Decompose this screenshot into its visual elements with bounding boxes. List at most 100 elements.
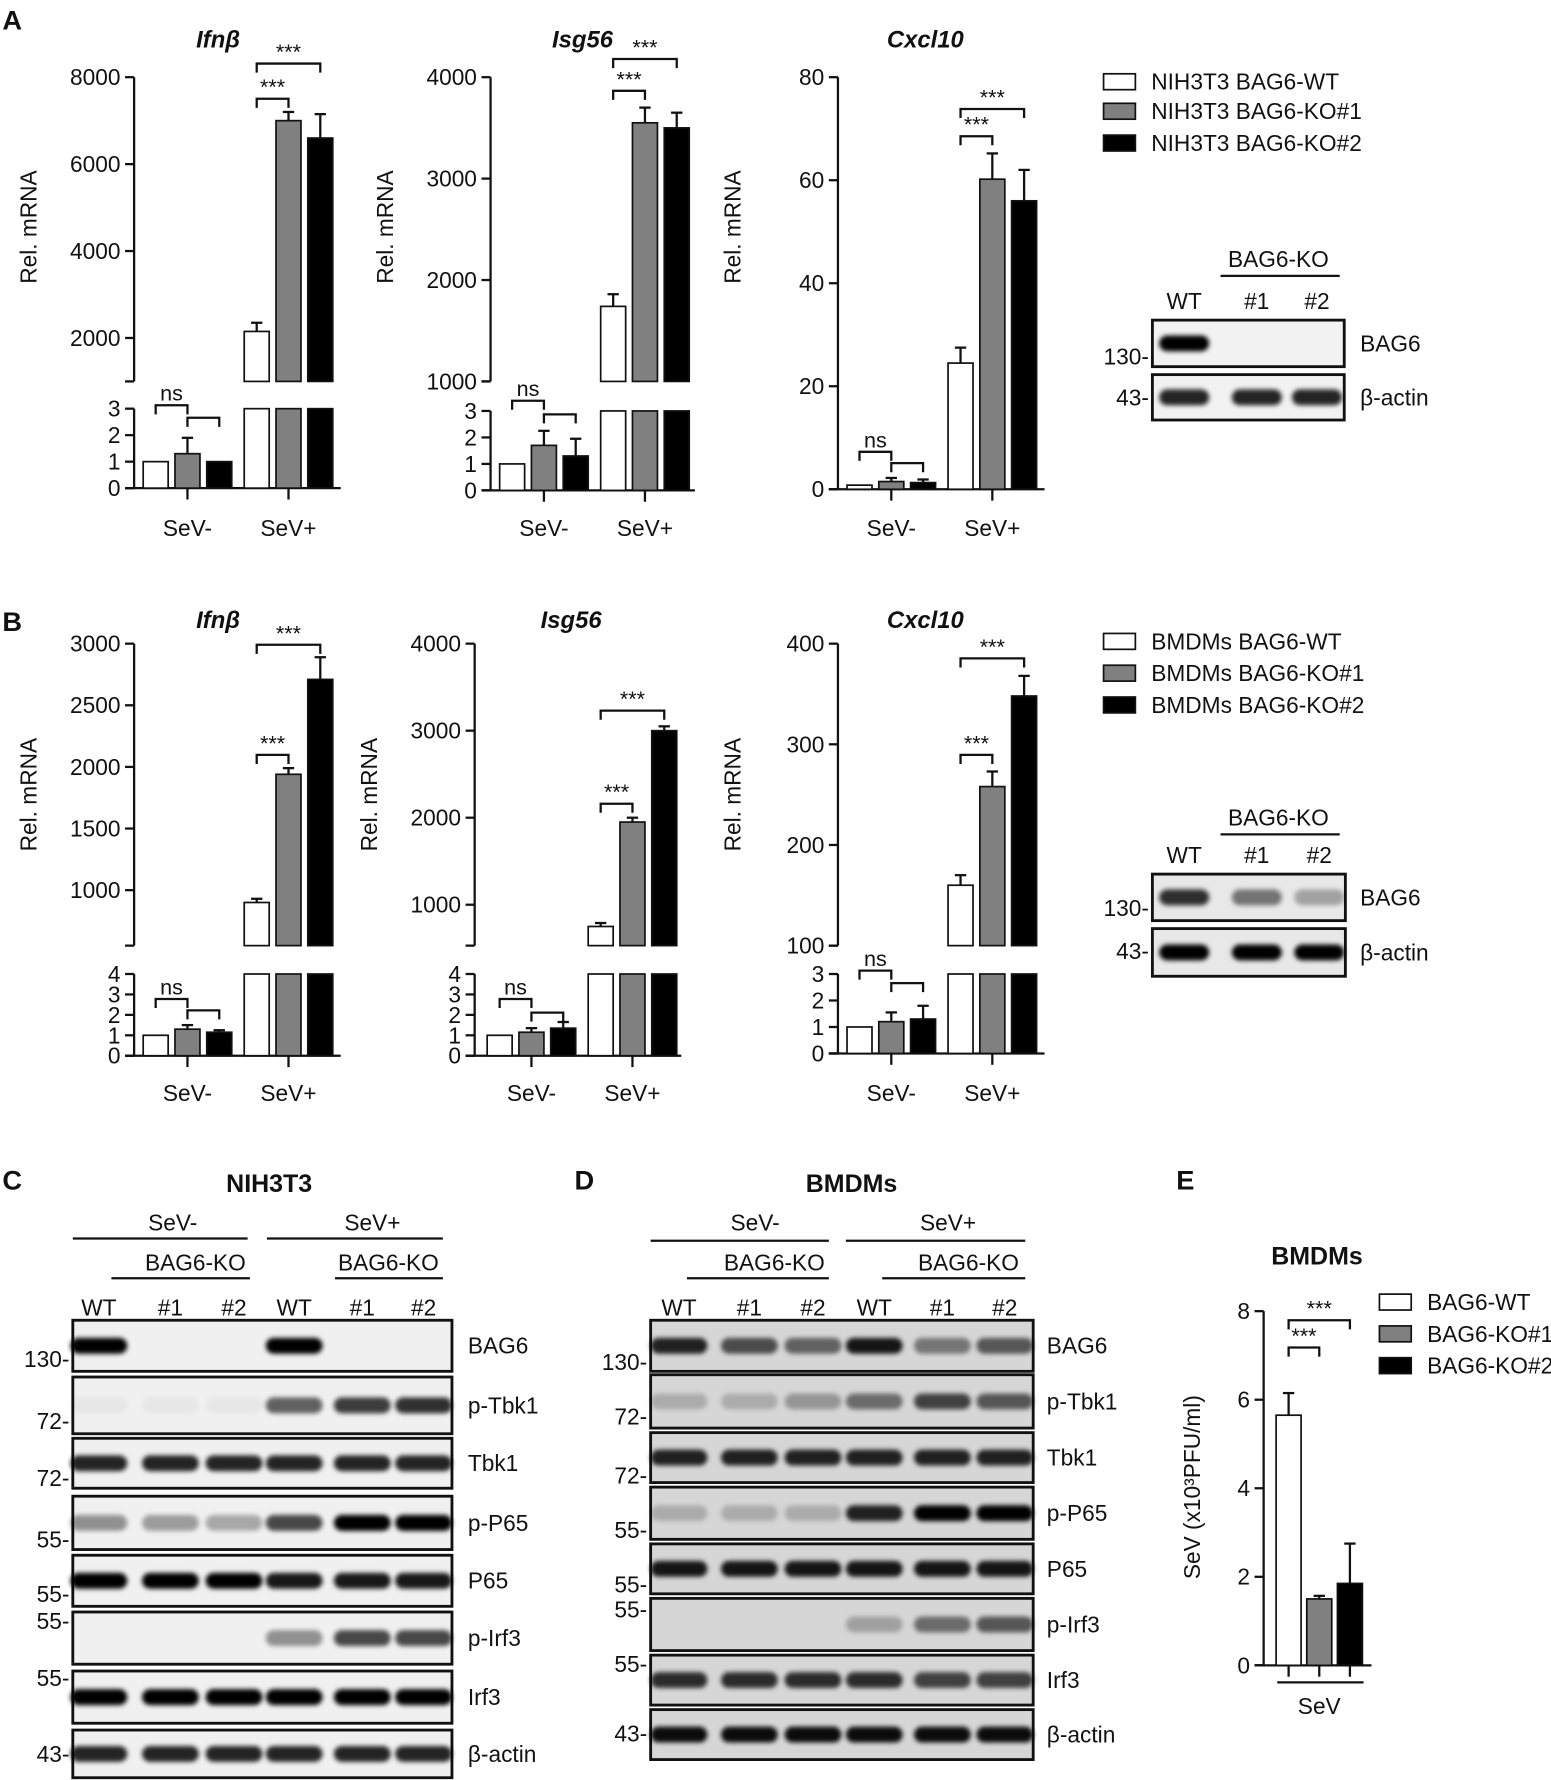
chart-title: Isg56	[552, 27, 614, 54]
blot-row-label: p-Irf3	[1047, 1611, 1100, 1637]
x-category-label: SeV-	[163, 515, 212, 541]
blot-band	[265, 1455, 323, 1472]
y-tick-label: 1	[812, 1014, 825, 1040]
blot-band	[142, 1397, 199, 1414]
blot-row-β-actin: β-actin 43-	[614, 1708, 1115, 1761]
blot-band	[265, 1514, 323, 1531]
panel-label-d: D	[575, 1165, 595, 1196]
blot-row-label: p-P65	[468, 1510, 529, 1536]
bar	[619, 821, 646, 947]
blot-band	[976, 1726, 1034, 1743]
blot-band	[784, 1672, 842, 1689]
significance-label: ***	[604, 779, 630, 804]
bar	[631, 410, 659, 492]
molecular-weight-marker: 130-	[24, 1346, 69, 1372]
y-tick-label: 4000	[426, 64, 476, 90]
blot-band	[650, 1393, 708, 1410]
y-tick-label: 60	[799, 167, 824, 193]
bar	[587, 973, 615, 1057]
y-tick-label: 2	[108, 1002, 121, 1028]
blot-group-label: SeV+	[920, 1210, 976, 1236]
significance-label: ***	[276, 620, 302, 645]
chart-e-6: 0 2 4 6 8 SeV BMDMs SeV (x10³PFU/ml) ******	[1179, 1243, 1372, 1719]
significance-bracket	[255, 643, 322, 654]
significance-bracket	[255, 62, 322, 73]
blot-band	[1231, 944, 1282, 961]
y-tick-label: 1500	[70, 815, 120, 841]
bar	[1275, 1414, 1302, 1667]
bar	[142, 1034, 170, 1057]
bar	[1010, 973, 1038, 1055]
bar	[1010, 199, 1038, 491]
significance-bracket	[959, 657, 1026, 668]
y-tick-label: 3000	[426, 166, 476, 192]
significance-bracket	[186, 1009, 221, 1020]
bar	[846, 1026, 873, 1055]
significance-bracket	[542, 413, 577, 424]
significance-label: ***	[616, 66, 642, 91]
bar	[877, 1020, 905, 1055]
y-tick-label: 1	[464, 451, 477, 477]
significance-label: ns	[160, 381, 183, 406]
blot-row-β-actin: β-actin 43-	[37, 1728, 536, 1780]
legend-label: NIH3T3 BAG6-KO#1	[1151, 98, 1362, 124]
legend-e: BAG6-WT BAG6-KO#1 BAG6-KO#2	[1378, 1289, 1551, 1379]
significance-bracket	[255, 753, 290, 764]
blot-band	[845, 1337, 903, 1354]
blot-band	[1294, 944, 1345, 961]
significance-label: ***	[260, 74, 286, 99]
x-category-label: SeV-	[519, 515, 568, 541]
legend-label: NIH3T3 BAG6-WT	[1151, 69, 1339, 95]
y-axis-label: Rel. mRNA	[15, 737, 41, 851]
y-axis-label: Rel. mRNA	[719, 169, 745, 283]
molecular-weight-marker: 55-	[614, 1597, 647, 1623]
blot-band	[70, 1397, 128, 1414]
y-tick-label: 2000	[426, 267, 476, 293]
y-tick-label: 300	[786, 731, 824, 757]
blot-band	[784, 1393, 842, 1410]
blot-band	[784, 1337, 842, 1354]
y-tick-label: 1	[108, 1022, 121, 1048]
y-axis-label: Rel. mRNA	[356, 737, 382, 851]
blot-band	[333, 1572, 391, 1589]
molecular-weight-marker: 55-	[37, 1665, 70, 1691]
bar	[142, 460, 170, 489]
blot-lane-label: #1	[1244, 842, 1269, 868]
blot-band	[845, 1449, 903, 1466]
blot-band	[913, 1672, 971, 1689]
bar	[846, 484, 873, 491]
significance-label: ***	[260, 730, 286, 755]
bar	[498, 463, 526, 492]
bar	[243, 330, 271, 383]
blot-band	[142, 1745, 199, 1762]
significance-label: ns	[517, 376, 540, 401]
chart-a-2: 0 20 40 60 80 SeV- SeV+ Cxcl10 Rel. mRNA *** *** ns	[719, 27, 1045, 541]
blot-band	[913, 1505, 971, 1522]
y-tick-label: 400	[786, 631, 824, 657]
legend-label: NIH3T3 BAG6-KO#2	[1151, 130, 1362, 156]
blot-band	[976, 1672, 1034, 1689]
y-tick-label: 3000	[70, 631, 120, 657]
y-tick-label: 0	[812, 476, 825, 502]
y-tick-label: 4000	[411, 631, 461, 657]
blot-row-p-p65: p-P65 55-	[37, 1494, 529, 1552]
significance-bracket	[530, 1011, 565, 1022]
significance-bracket	[890, 981, 925, 993]
y-tick-label: 3	[108, 981, 121, 1007]
blot-band	[333, 1630, 391, 1647]
bar	[486, 1034, 513, 1057]
bar	[275, 773, 302, 947]
blot-band	[395, 1572, 452, 1589]
significance-bracket	[154, 997, 189, 1009]
blot-band	[265, 1572, 323, 1589]
y-tick-label: 2000	[70, 754, 120, 780]
bar	[599, 305, 627, 383]
y-tick-label: 0	[448, 1043, 461, 1069]
blot-row-label: p-Tbk1	[468, 1392, 539, 1418]
blot-band	[70, 1514, 128, 1531]
bar	[978, 785, 1006, 947]
blot-subgroup-label: BAG6-KO	[1228, 246, 1329, 272]
blot-band	[142, 1514, 199, 1531]
blot-band	[976, 1393, 1034, 1410]
molecular-weight-marker: 130-	[602, 1349, 647, 1375]
